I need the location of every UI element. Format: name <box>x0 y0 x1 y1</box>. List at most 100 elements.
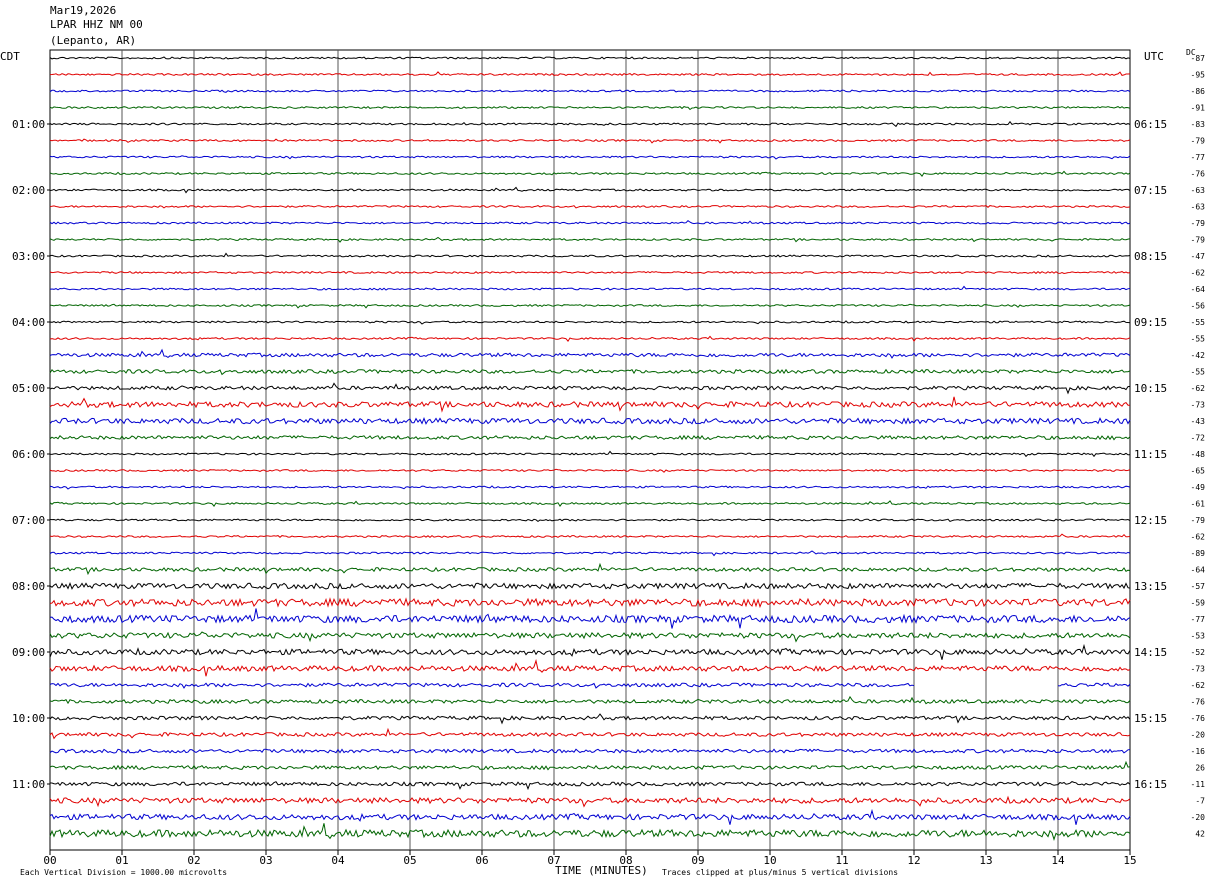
x-tick-label: 05 <box>403 854 416 867</box>
trace-line <box>49 468 1131 473</box>
dc-offset-label: -55 <box>1191 335 1206 344</box>
dc-offset-label: -91 <box>1191 104 1206 113</box>
trace-line <box>49 434 1131 441</box>
left-hour-label: 02:00 <box>12 184 45 197</box>
trace-line <box>49 368 1131 376</box>
trace-line <box>49 204 1131 209</box>
right-hour-label: 11:15 <box>1134 448 1167 461</box>
right-hour-label: 14:15 <box>1134 646 1167 659</box>
left-axis-title: CDT <box>0 50 20 63</box>
trace-line <box>49 335 1131 342</box>
chart-station: LPAR HHZ NM 00 <box>50 18 143 31</box>
right-hour-label: 06:15 <box>1134 118 1167 131</box>
dc-offset-label: -73 <box>1191 665 1206 674</box>
dc-offset-label: -62 <box>1191 269 1206 278</box>
trace-line <box>49 500 1131 507</box>
trace-line <box>49 808 1131 825</box>
x-tick-label: 07 <box>547 854 560 867</box>
left-hour-label: 05:00 <box>12 382 45 395</box>
trace-line <box>49 56 1131 60</box>
dc-offset-label: -57 <box>1191 582 1206 591</box>
dc-offset-label: -48 <box>1191 450 1206 459</box>
x-tick-label: 06 <box>475 854 488 867</box>
x-tick-label: 15 <box>1123 854 1136 867</box>
left-hour-label: 06:00 <box>12 448 45 461</box>
trace-line <box>49 727 1131 740</box>
trace-line <box>49 105 1131 111</box>
dc-offset-label: -64 <box>1191 285 1206 294</box>
x-tick-label: 01 <box>115 854 128 867</box>
right-hour-label: 13:15 <box>1134 580 1167 593</box>
x-tick-label: 14 <box>1051 854 1065 867</box>
dc-offset-label: -79 <box>1191 219 1206 228</box>
dc-offset-label: -53 <box>1191 632 1206 641</box>
trace-line <box>49 823 1131 841</box>
x-tick-label: 00 <box>43 854 56 867</box>
x-tick-label: 08 <box>619 854 632 867</box>
x-tick-label: 04 <box>331 854 345 867</box>
trace-line <box>49 533 1131 539</box>
trace-line <box>49 485 1131 490</box>
dc-offset-label: -64 <box>1191 566 1206 575</box>
trace-line <box>49 748 1131 754</box>
trace-line <box>49 795 1131 808</box>
x-tick-label: 02 <box>187 854 200 867</box>
dc-offset-label: -79 <box>1191 236 1206 245</box>
dc-offset-label: 42 <box>1195 830 1205 839</box>
trace-line <box>49 285 1131 291</box>
dc-offset-label: -49 <box>1191 483 1206 492</box>
trace-line <box>49 582 1131 590</box>
x-tick-label: 03 <box>259 854 272 867</box>
right-hour-label: 15:15 <box>1134 712 1167 725</box>
left-hour-label: 04:00 <box>12 316 45 329</box>
dc-offset-label: -77 <box>1191 153 1206 162</box>
dc-offset-label: -43 <box>1191 417 1206 426</box>
trace-line <box>49 236 1131 243</box>
dc-offset-label: -55 <box>1191 318 1206 327</box>
scale-note: Each Vertical Division = 1000.00 microvo… <box>20 868 228 877</box>
dc-offset-label: -63 <box>1191 203 1206 212</box>
trace-line <box>49 71 1131 77</box>
trace-line <box>49 597 1131 609</box>
trace-line <box>49 120 1131 128</box>
trace-line <box>49 760 1131 771</box>
trace-line <box>49 382 1131 395</box>
dc-offset-label: -63 <box>1191 186 1206 195</box>
left-hour-label: 01:00 <box>12 118 45 131</box>
trace-line <box>49 695 1131 705</box>
trace-line <box>49 643 1131 660</box>
dc-offset-label: -61 <box>1191 500 1206 509</box>
left-hour-label: 11:00 <box>12 778 45 791</box>
dc-offset-label: -47 <box>1191 252 1206 261</box>
right-hour-label: 08:15 <box>1134 250 1167 263</box>
dc-offset-label: -56 <box>1191 302 1206 311</box>
trace-line <box>49 682 1131 689</box>
dc-offset-label: -55 <box>1191 368 1206 377</box>
dc-offset-label: -7 <box>1195 797 1205 806</box>
dc-offset-label: -83 <box>1191 120 1206 129</box>
trace-line <box>49 450 1131 458</box>
dc-offset-label: -42 <box>1191 351 1206 360</box>
dc-offset-label: -95 <box>1191 71 1206 80</box>
dc-offset-label: -72 <box>1191 434 1206 443</box>
trace-line <box>49 417 1131 425</box>
left-hour-label: 10:00 <box>12 712 45 725</box>
right-hour-label: 09:15 <box>1134 316 1167 329</box>
dc-offset-label: -62 <box>1191 533 1206 542</box>
dc-offset-label: -87 <box>1191 54 1206 63</box>
trace-line <box>49 320 1131 325</box>
dc-offset-label: -20 <box>1191 813 1206 822</box>
x-tick-label: 11 <box>835 854 848 867</box>
trace-line <box>49 138 1131 144</box>
dc-offset-label: -76 <box>1191 714 1206 723</box>
trace-line <box>49 658 1131 677</box>
dc-offset-label: -76 <box>1191 170 1206 179</box>
left-hour-label: 03:00 <box>12 250 45 263</box>
trace-line <box>49 562 1131 576</box>
chart-date: Mar19,2026 <box>50 4 117 17</box>
dc-offset-label: -20 <box>1191 731 1206 740</box>
chart-location: (Lepanto, AR) <box>50 34 137 47</box>
clip-note: Traces clipped at plus/minus 5 vertical … <box>662 868 899 877</box>
dc-offset-label: 26 <box>1195 764 1205 773</box>
